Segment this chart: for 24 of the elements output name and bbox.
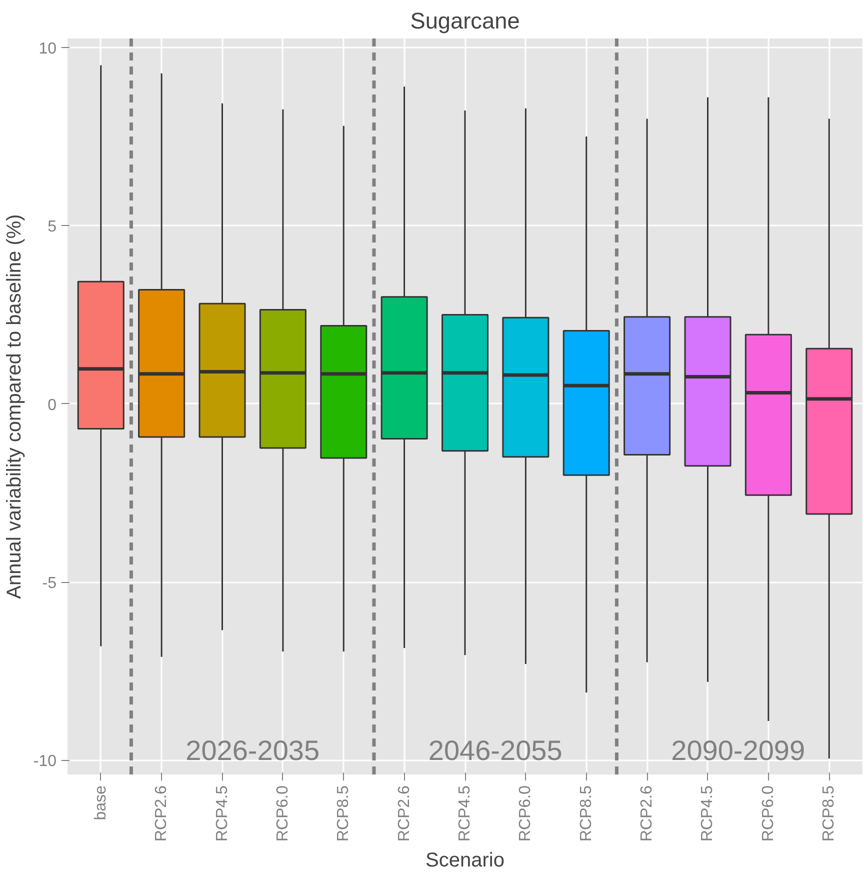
- annotation: 2026-2035: [186, 735, 320, 766]
- x-tick-label: RCP6.0: [760, 785, 777, 842]
- x-tick-label: RCP2.6: [638, 785, 656, 842]
- y-tick-label: 5: [48, 218, 57, 236]
- x-tick-label: RCP2.6: [396, 785, 413, 842]
- y-tick-label: -10: [33, 753, 57, 770]
- annotation: 2046-2055: [428, 735, 562, 766]
- chart-title: Sugarcane: [410, 8, 520, 34]
- annotation: 2090-2099: [671, 735, 806, 766]
- x-tick-label: RCP8.5: [335, 785, 352, 842]
- y-axis-title: Annual variability compared to baseline (%): [3, 214, 26, 599]
- x-tick-label: base: [92, 785, 110, 820]
- x-tick-label: RCP8.5: [820, 785, 838, 842]
- y-tick-label: -5: [42, 575, 57, 592]
- x-tick-label: RCP8.5: [578, 785, 595, 842]
- x-tick-label: RCP2.6: [153, 785, 170, 842]
- x-tick-label: RCP4.5: [456, 785, 474, 842]
- x-tick-label: RCP6.0: [274, 785, 292, 842]
- x-tick-label: RCP4.5: [699, 785, 716, 842]
- x-axis-title: Scenario: [426, 850, 504, 872]
- y-tick-label: 0: [48, 396, 57, 414]
- x-tick-label: RCP6.0: [517, 785, 534, 842]
- y-tick-label: 10: [38, 40, 57, 58]
- x-tick-label: RCP4.5: [214, 785, 231, 842]
